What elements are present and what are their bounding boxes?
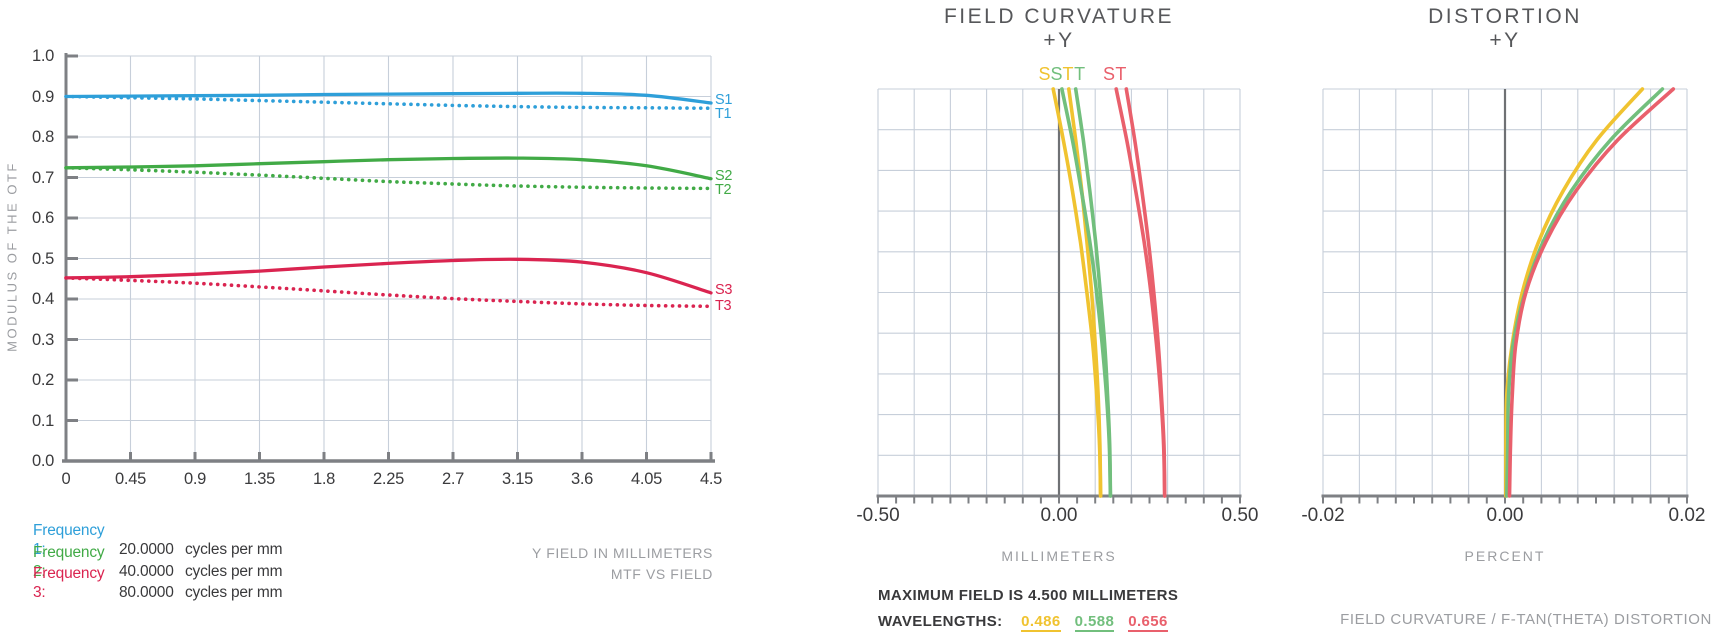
mtf-y-tick-label: 0.9	[31, 87, 54, 106]
legend-frequency-unit: cycles per mm	[185, 584, 283, 601]
mtf-legend-row: Frequency 1: 20.0000 cycles per mm	[33, 521, 283, 559]
distortion-title: DISTORTION	[1428, 5, 1582, 28]
wavelength-value: 0.656	[1128, 613, 1168, 632]
mtf-x-tick-label: 1.35	[244, 470, 275, 488]
mtf-y-tick-label: 0.4	[31, 290, 54, 308]
mtf-x-tick-label: 4.05	[631, 470, 662, 488]
fc-x-tick-label: 0.50	[1221, 505, 1259, 526]
mtf-y-tick-label: 0.6	[31, 209, 54, 227]
mtf-curve-S2	[64, 156, 713, 181]
field-curvature-title: FIELD CURVATURE	[943, 5, 1175, 28]
legend-frequency-unit: cycles per mm	[185, 541, 283, 558]
mtf-curve-T3	[64, 276, 713, 309]
dist-x-tick-label: -0.02	[1301, 505, 1345, 526]
mtf-curve-label-S2: S2	[715, 167, 733, 184]
mtf-y-tick-label: 0.7	[31, 168, 54, 187]
distortion-x-axis-title: PERCENT	[1464, 548, 1546, 564]
mtf-y-tick-label: 0.0	[31, 452, 54, 470]
wavelength-value: 0.588	[1074, 613, 1115, 632]
mtf-curve-label-T3: T3	[715, 298, 732, 315]
mtf-y-tick-label: 0.2	[31, 371, 54, 389]
mtf-x-tick-label: 0.9	[183, 470, 207, 488]
mtf-curve-label-S1: S1	[715, 91, 733, 108]
mtf-x-tick-label: 2.7	[441, 470, 465, 488]
mtf-x-tick-label: 0	[61, 470, 71, 488]
mtf-x-axis-title: Y FIELD IN MILLIMETERS	[532, 545, 713, 561]
mtf-y-tick-label: 0.3	[31, 330, 54, 349]
mtf-curve-label-T1: T1	[715, 105, 732, 122]
legend-frequency-label: Frequency 2:	[33, 543, 105, 580]
fc-curve-T-0.656	[1124, 87, 1167, 498]
legend-frequency-label: Frequency 3:	[33, 565, 105, 601]
mtf-x-tick-label: 2.25	[373, 470, 404, 488]
fc-curve-label-S: S	[1050, 64, 1063, 84]
mtf-curve-S3	[64, 257, 713, 295]
fc-curve-T-0.588	[1073, 87, 1113, 498]
dist-x-tick-label: 0.00	[1486, 505, 1524, 526]
mtf-legend-row: Frequency 2: 40.0000 cycles per mm	[33, 543, 283, 581]
fc-curve-label-S: S	[1038, 64, 1051, 84]
mtf-x-tick-label: 3.6	[570, 470, 594, 488]
wavelengths-label: WAVELENGTHS:	[878, 613, 1003, 630]
wavelength-value: 0.486	[1021, 613, 1061, 632]
mtf-curve-S1	[64, 91, 713, 105]
mtf-curve-label-T2: T2	[715, 181, 732, 198]
dist-x-tick-label: 0.02	[1668, 505, 1706, 526]
mtf-x-tick-label: 3.15	[502, 470, 533, 488]
mtf-y-tick-label: 0.5	[31, 249, 54, 268]
mtf-curve-T2	[64, 166, 713, 191]
mtf-y-tick-label: 0.1	[31, 411, 54, 430]
fc-curve-T-0.486	[1067, 87, 1103, 498]
mtf-x-tick-label: 4.5	[699, 470, 723, 488]
fc-curve-label-T: T	[1062, 64, 1074, 84]
fc-curve-label-T: T	[1074, 64, 1086, 84]
max-field-note: MAXIMUM FIELD IS 4.500 MILLIMETERS	[878, 587, 1179, 604]
dist-curve-0.486	[1504, 87, 1645, 498]
legend-frequency-value: 80.0000	[119, 584, 174, 601]
field-curvature-x-axis-title: MILLIMETERS	[1001, 548, 1117, 564]
mtf-curve-T1	[64, 94, 713, 110]
mtf-chart-caption: MTF VS FIELD	[610, 566, 713, 582]
mtf-curve-label-S3: S3	[715, 281, 733, 298]
field-curvature-subtitle: +Y	[1043, 29, 1075, 52]
legend-frequency-value: 20.0000	[119, 541, 174, 558]
distortion-subtitle: +Y	[1489, 29, 1521, 52]
mtf-x-tick-label: 1.8	[312, 470, 336, 488]
fc-x-tick-label: -0.50	[856, 505, 900, 526]
mtf-y-tick-label: 1.0	[31, 47, 54, 65]
mtf-x-tick-label: 0.45	[115, 470, 146, 488]
legend-frequency-value: 40.0000	[119, 562, 174, 580]
mtf-y-tick-label: 0.8	[31, 128, 54, 146]
fc-x-tick-label: 0.00	[1040, 505, 1078, 526]
dist-curve-0.656	[1507, 87, 1676, 498]
fc-curve-label-T: T	[1115, 64, 1127, 84]
footer-right-caption: FIELD CURVATURE / F-TAN(THETA) DISTORTIO…	[1340, 611, 1712, 628]
legend-frequency-unit: cycles per mm	[185, 562, 283, 580]
fc-curve-label-S: S	[1102, 64, 1115, 84]
wavelengths-row: WAVELENGTHS: 0.486 0.588 0.656	[878, 613, 1168, 632]
mtf-legend-row: Frequency 3: 80.0000 cycles per mm	[33, 564, 283, 602]
legend-frequency-label: Frequency 1:	[33, 522, 105, 558]
